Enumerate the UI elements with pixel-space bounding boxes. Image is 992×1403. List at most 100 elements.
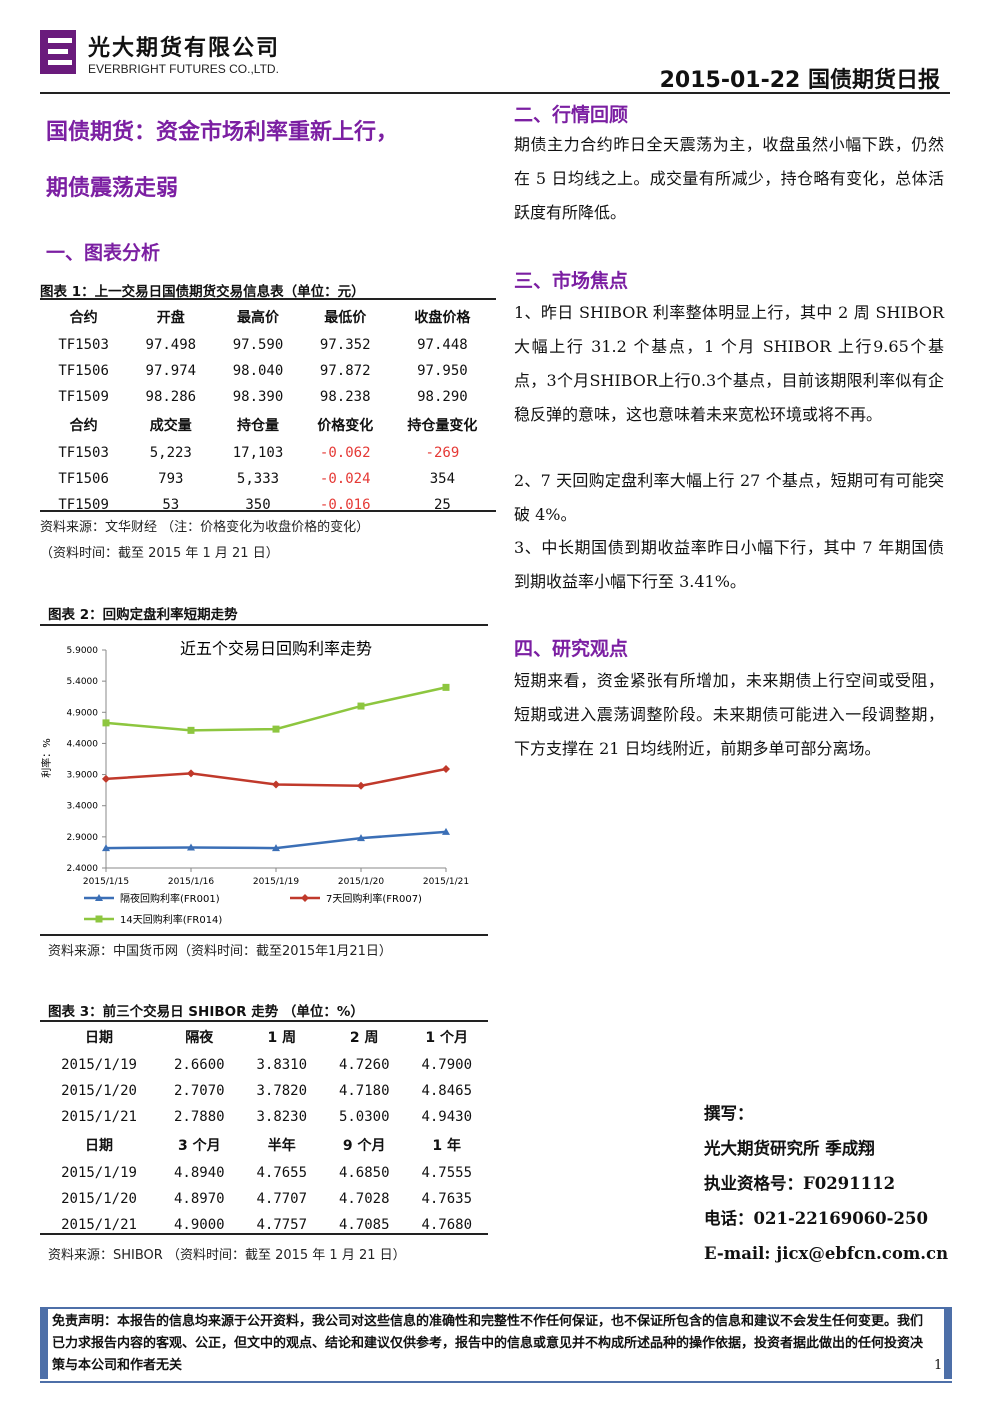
table-cell: 97.448 xyxy=(417,337,468,353)
table-cell: 2.7880 xyxy=(174,1109,225,1125)
table-cell: 98.040 xyxy=(232,363,284,379)
table-header-cell: 1 年 xyxy=(432,1138,462,1154)
table-cell: TF1503 xyxy=(58,445,109,461)
table-cell: 98.238 xyxy=(319,389,371,405)
chart-point xyxy=(442,827,450,835)
table-header-cell: 最高价 xyxy=(237,310,279,326)
table-header-row: 日期 3 个月 半年 9 个月 1 年 xyxy=(40,1130,488,1160)
table-cell: 25 xyxy=(433,497,451,513)
table-cell: 4.7085 xyxy=(338,1217,390,1233)
chart-point xyxy=(442,683,450,691)
table-cell: 4.7180 xyxy=(338,1083,390,1099)
chart-point xyxy=(187,843,195,851)
table-cell: -269 xyxy=(425,445,460,461)
chart-y-tick-label: 3.9000 xyxy=(67,771,99,781)
table-header-cell: 隔夜 xyxy=(185,1030,214,1046)
table1-top-rule xyxy=(40,298,496,300)
table-header-cell: 合约 xyxy=(69,418,98,434)
chart-point xyxy=(102,844,110,852)
table-header-cell: 9 个月 xyxy=(342,1138,386,1154)
disclaimer-left-bar xyxy=(40,1309,48,1379)
chart-title: 近五个交易日回购利率走势 xyxy=(180,639,372,658)
table-header-cell: 持仓量 xyxy=(237,418,279,434)
table-row: 2015/1/19 4.8940 4.7655 4.6850 4.7555 xyxy=(40,1160,488,1186)
market-focus-p1: 1、昨日 SHIBOR 利率整体明显上行，其中 2 周 SHIBOR 大幅上行 … xyxy=(514,303,944,424)
repo-rate-line-chart: 近五个交易日回购利率走势 利率：% 5.9000 5.4000 4.9000 4.40… xyxy=(40,639,469,926)
chart-point xyxy=(187,726,195,734)
table-cell: 3.7820 xyxy=(256,1083,308,1099)
report-title: 2015-01-22 国债期货日报 xyxy=(659,68,940,93)
chart-legend-marker xyxy=(95,894,103,901)
table-cell: 2015/1/20 xyxy=(61,1083,137,1099)
research-view-text: 短期来看，资金紧张有所增加，未来期债上行空间或受阻，短期或进入震荡调整阶段。未来… xyxy=(514,671,944,758)
chart-point xyxy=(357,702,365,710)
table-cell: 4.9000 xyxy=(174,1217,225,1233)
table-row: 2015/1/20 2.7070 3.7820 4.7180 4.8465 xyxy=(40,1078,488,1104)
table-cell: 97.498 xyxy=(145,337,197,353)
table-cell: 4.7707 xyxy=(256,1191,308,1207)
chart-source: 资料来源：中国货币网（资料时间：截至2015年1月21日） xyxy=(48,944,392,959)
chart-x-tick-label: 2015/1/15 xyxy=(83,877,129,887)
chart-y-tick-label: 2.9000 xyxy=(67,833,99,843)
chart-caption: 图表 2：回购定盘利率短期走势 xyxy=(48,607,238,623)
contact-phone: 电话：021-22169060-250 xyxy=(704,1209,928,1228)
chart-point xyxy=(272,725,280,733)
chart-point xyxy=(187,769,195,778)
table3-source: 资料来源：SHIBOR （资料时间：截至 2015 年 1 月 21 日） xyxy=(48,1248,406,1263)
table-row: TF1503 5,223 17,103 -0.062 -269 xyxy=(40,440,496,466)
table-cell: 4.6850 xyxy=(338,1165,390,1181)
table-cell: -0.024 xyxy=(319,471,371,487)
table-cell: 4.8940 xyxy=(174,1165,225,1181)
table3-bottom-rule xyxy=(40,1233,488,1235)
disclaimer-box xyxy=(40,1307,952,1383)
table-cell: 2015/1/19 xyxy=(61,1165,137,1181)
chart-point xyxy=(357,781,365,790)
table3-caption: 图表 3：前三个交易日 SHIBOR 走势 （单位：%） xyxy=(48,1004,364,1020)
chart-y-tick-label: 5.4000 xyxy=(67,677,99,687)
headline-line2: 期债震荡走弱 xyxy=(46,175,179,201)
table-cell: 350 xyxy=(245,497,271,513)
contact-license: 执业资格号：F0291112 xyxy=(704,1174,896,1193)
table-row: 2015/1/21 2.7880 3.8230 5.0300 4.9430 xyxy=(40,1104,488,1130)
chart-x-tick-label: 2015/1/21 xyxy=(423,877,469,887)
table-header-row: 合约 开盘 最高价 最低价 收盘价格 xyxy=(40,302,496,332)
chart-point xyxy=(272,844,280,852)
chart-point xyxy=(102,774,110,783)
table-header-cell: 1 周 xyxy=(267,1030,297,1046)
headline-line1: 国债期货：资金市场利率重新上行， xyxy=(46,119,399,145)
disclaimer-text: 免责声明：本报告的信息均来源于公开资料，我公司对这些信息的准确性和完整性不作任何… xyxy=(52,1314,924,1373)
chart-point xyxy=(272,780,280,789)
section-title-market-focus: 三、市场焦点 xyxy=(514,270,629,292)
table-header-cell: 开盘 xyxy=(156,310,185,326)
chart-x-tick-label: 2015/1/16 xyxy=(168,877,214,887)
table-cell: 5.0300 xyxy=(338,1109,390,1125)
chart-y-tick-label: 4.4000 xyxy=(67,739,99,749)
table-cell: 98.286 xyxy=(145,389,197,405)
table-cell: 4.7655 xyxy=(256,1165,308,1181)
table-cell: TF1506 xyxy=(58,363,109,379)
company-name-en: EVERBRIGHT FUTURES CO.,LTD. xyxy=(88,62,279,76)
table-cell: 2.7070 xyxy=(174,1083,225,1099)
chart-point xyxy=(357,834,365,842)
chart-point xyxy=(442,764,450,773)
table-header-row: 合约 成交量 持仓量 价格变化 持仓量变化 xyxy=(40,410,496,440)
table-cell: 3.8230 xyxy=(256,1109,308,1125)
chart-y-tick-label: 4.9000 xyxy=(67,708,99,718)
table-cell: TF1506 xyxy=(58,471,109,487)
chart-point xyxy=(102,719,110,727)
table-header-cell: 2 周 xyxy=(349,1030,379,1046)
table-cell: 97.974 xyxy=(145,363,197,379)
table-header-cell: 日期 xyxy=(85,1030,114,1046)
table-row: TF1503 97.498 97.590 97.352 97.448 xyxy=(40,332,496,358)
table-header-cell: 日期 xyxy=(85,1138,114,1154)
table1-bottom-rule xyxy=(40,510,496,512)
table-cell: 17,103 xyxy=(232,445,284,461)
chart-y-tick-label: 3.4000 xyxy=(67,802,99,812)
table-cell: 53 xyxy=(162,497,180,513)
section-title-market-review: 二、行情回顾 xyxy=(514,104,629,126)
chart-legend-label: 14天回购利率(FR014) xyxy=(120,913,222,926)
table-cell: 4.7680 xyxy=(421,1217,473,1233)
table-cell: 5,333 xyxy=(236,471,280,487)
table-cell: 97.950 xyxy=(417,363,468,379)
table-header-cell: 收盘价格 xyxy=(414,310,471,326)
